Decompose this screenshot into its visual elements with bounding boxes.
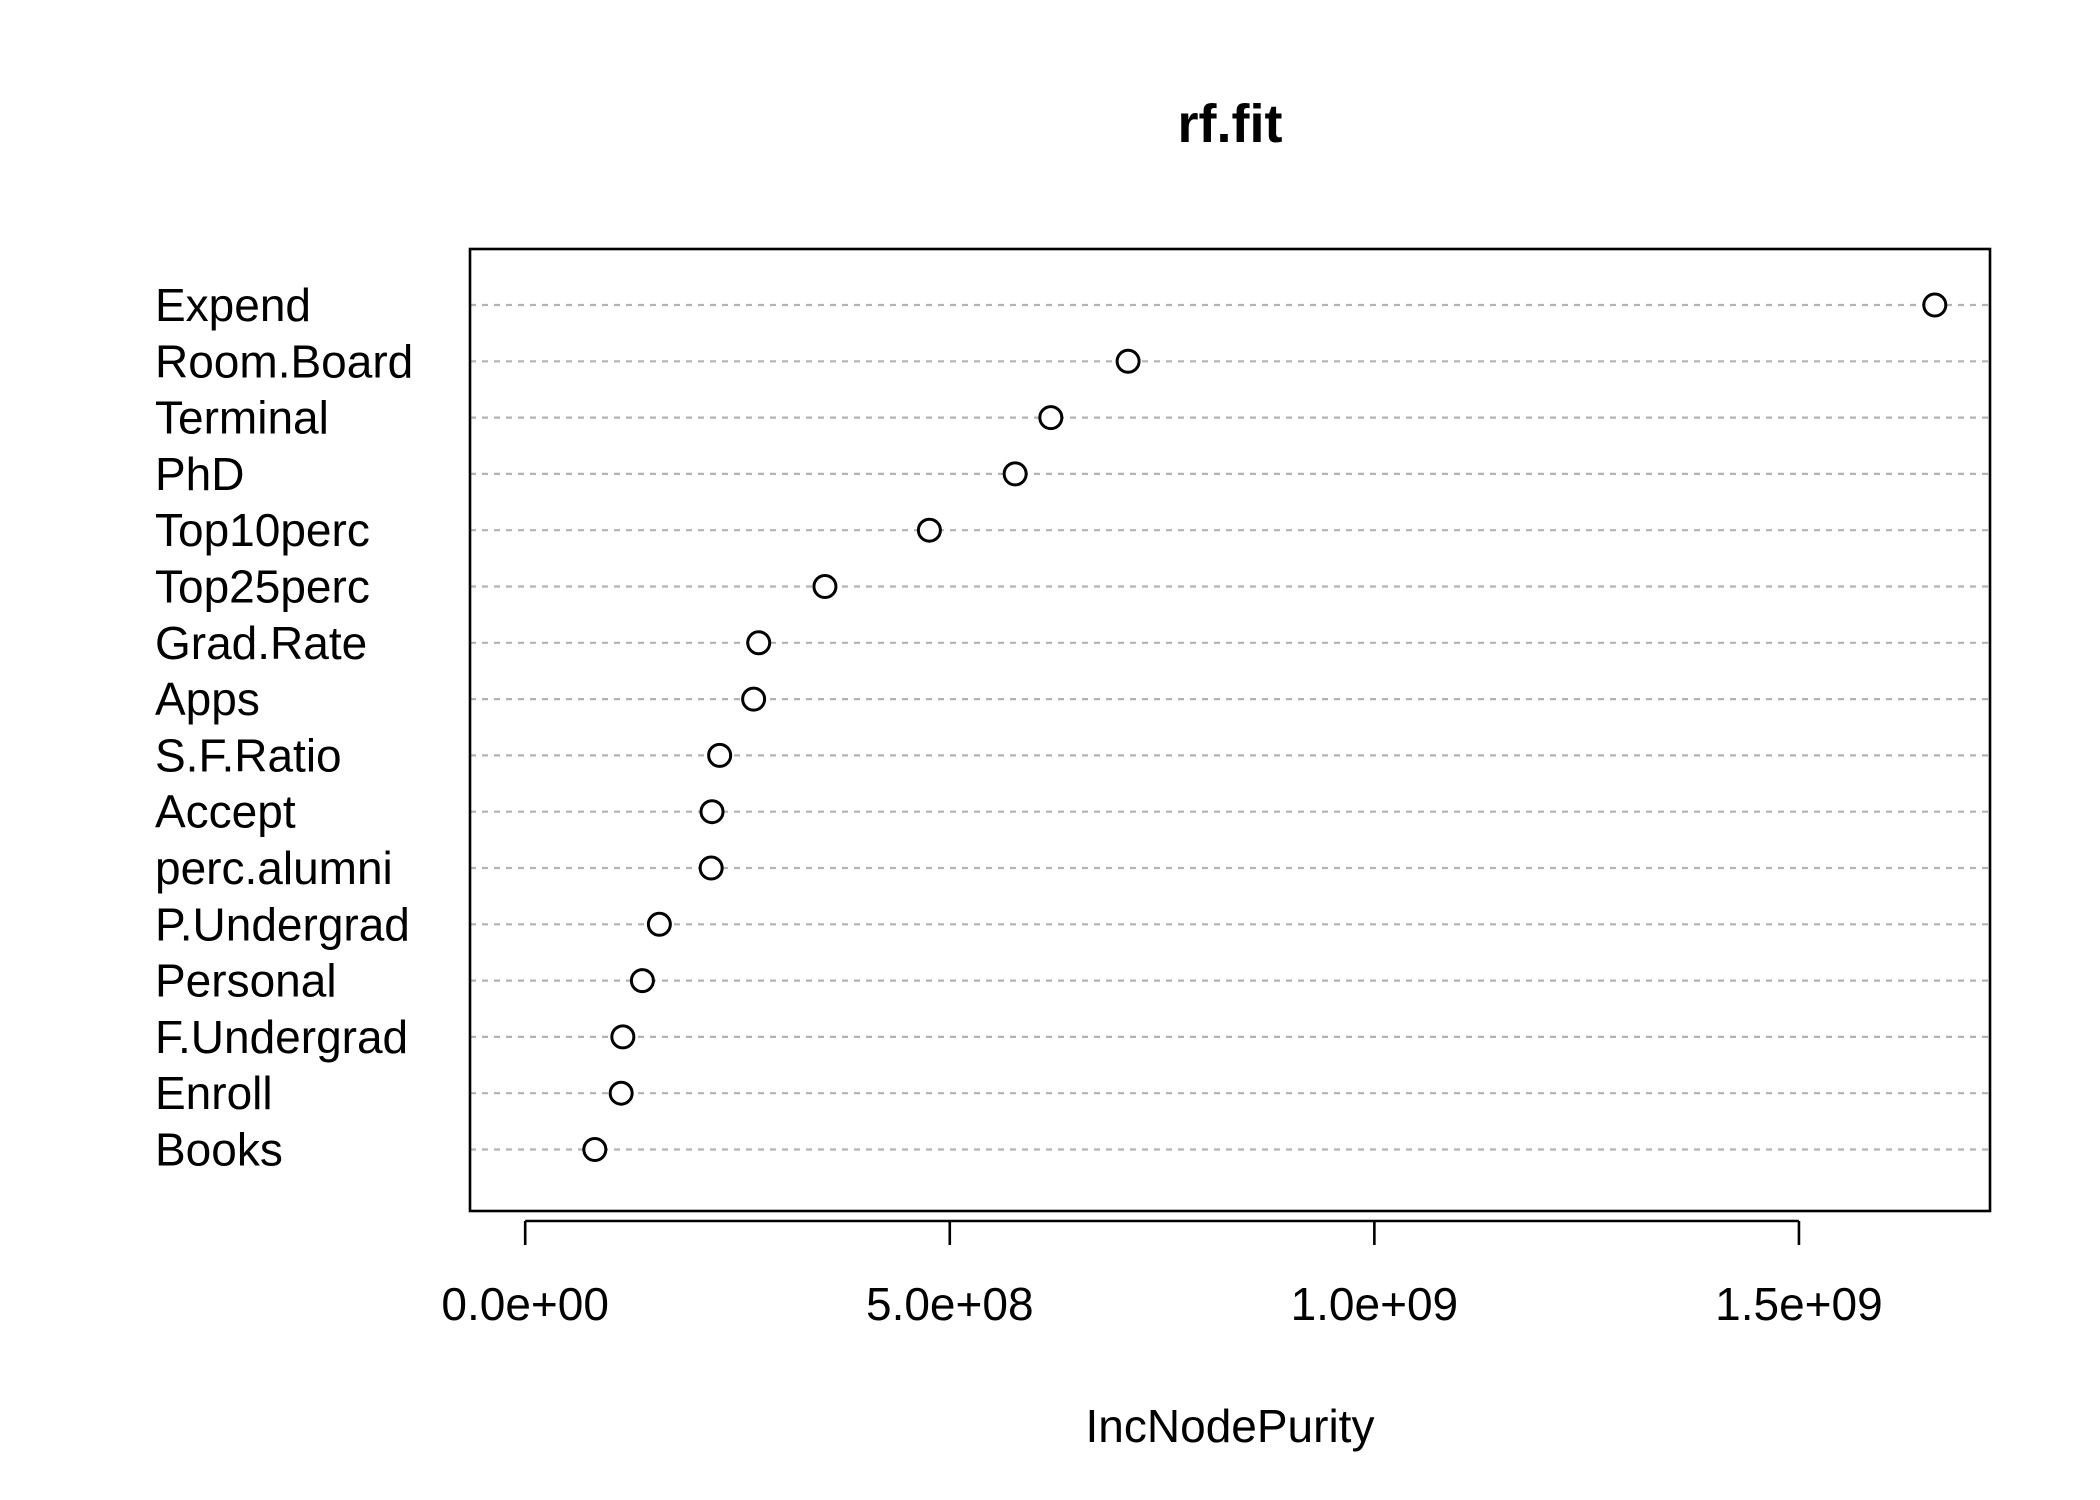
- x-tick-label: 1.0e+09: [1291, 1278, 1459, 1330]
- data-point-p-undergrad: [646, 911, 672, 937]
- data-point-personal: [629, 968, 655, 994]
- variable-label: Grad.Rate: [155, 617, 367, 669]
- data-point-top25perc: [812, 574, 838, 599]
- x-tick-label: 5.0e+08: [866, 1278, 1034, 1330]
- data-points: [582, 292, 1948, 1162]
- variable-label: perc.alumni: [155, 842, 393, 894]
- data-point-accept: [699, 799, 725, 825]
- data-point-terminal: [1038, 405, 1064, 431]
- plot-frame: [468, 247, 1992, 1213]
- variable-label: PhD: [155, 448, 244, 500]
- variable-label: F.Undergrad: [155, 1011, 408, 1063]
- variable-label: P.Undergrad: [155, 898, 410, 950]
- data-point-expend: [1922, 292, 1948, 318]
- data-point-perc-alumni: [698, 855, 724, 881]
- variable-label: Top25perc: [155, 561, 370, 613]
- variable-label: Top10perc: [155, 504, 370, 556]
- x-tick-label: 0.0e+00: [441, 1278, 609, 1330]
- variable-labels: ExpendRoom.BoardTerminalPhDTop10percTop2…: [155, 279, 413, 1176]
- data-point-f-undergrad: [610, 1024, 636, 1050]
- x-tick-label: 1.5e+09: [1715, 1278, 1883, 1330]
- variable-label: Room.Board: [155, 335, 413, 387]
- grid-lines: [470, 303, 1990, 1151]
- data-point-phd: [1002, 461, 1028, 487]
- data-point-top10perc: [916, 517, 942, 543]
- data-point-grad-rate: [746, 630, 772, 656]
- variable-label: Apps: [155, 673, 260, 725]
- variable-label: Terminal: [155, 392, 329, 444]
- data-point-apps: [741, 686, 767, 712]
- data-point-books: [582, 1137, 608, 1162]
- variable-label: Books: [155, 1124, 283, 1176]
- variable-label: Personal: [155, 955, 337, 1007]
- variable-label: S.F.Ratio: [155, 729, 342, 781]
- variable-label: Accept: [155, 786, 296, 838]
- variable-label: Expend: [155, 279, 311, 331]
- data-point-enroll: [608, 1080, 634, 1106]
- x-axis-label: IncNodePurity: [1086, 1400, 1375, 1452]
- x-axis: 0.0e+00 5.0e+08 1.0e+09 1.5e+09: [441, 1219, 1883, 1330]
- chart-title: rf.fit: [1178, 94, 1283, 154]
- data-point-s-f-ratio: [707, 742, 733, 768]
- variable-label: Enroll: [155, 1067, 273, 1119]
- data-point-room-board: [1115, 348, 1141, 374]
